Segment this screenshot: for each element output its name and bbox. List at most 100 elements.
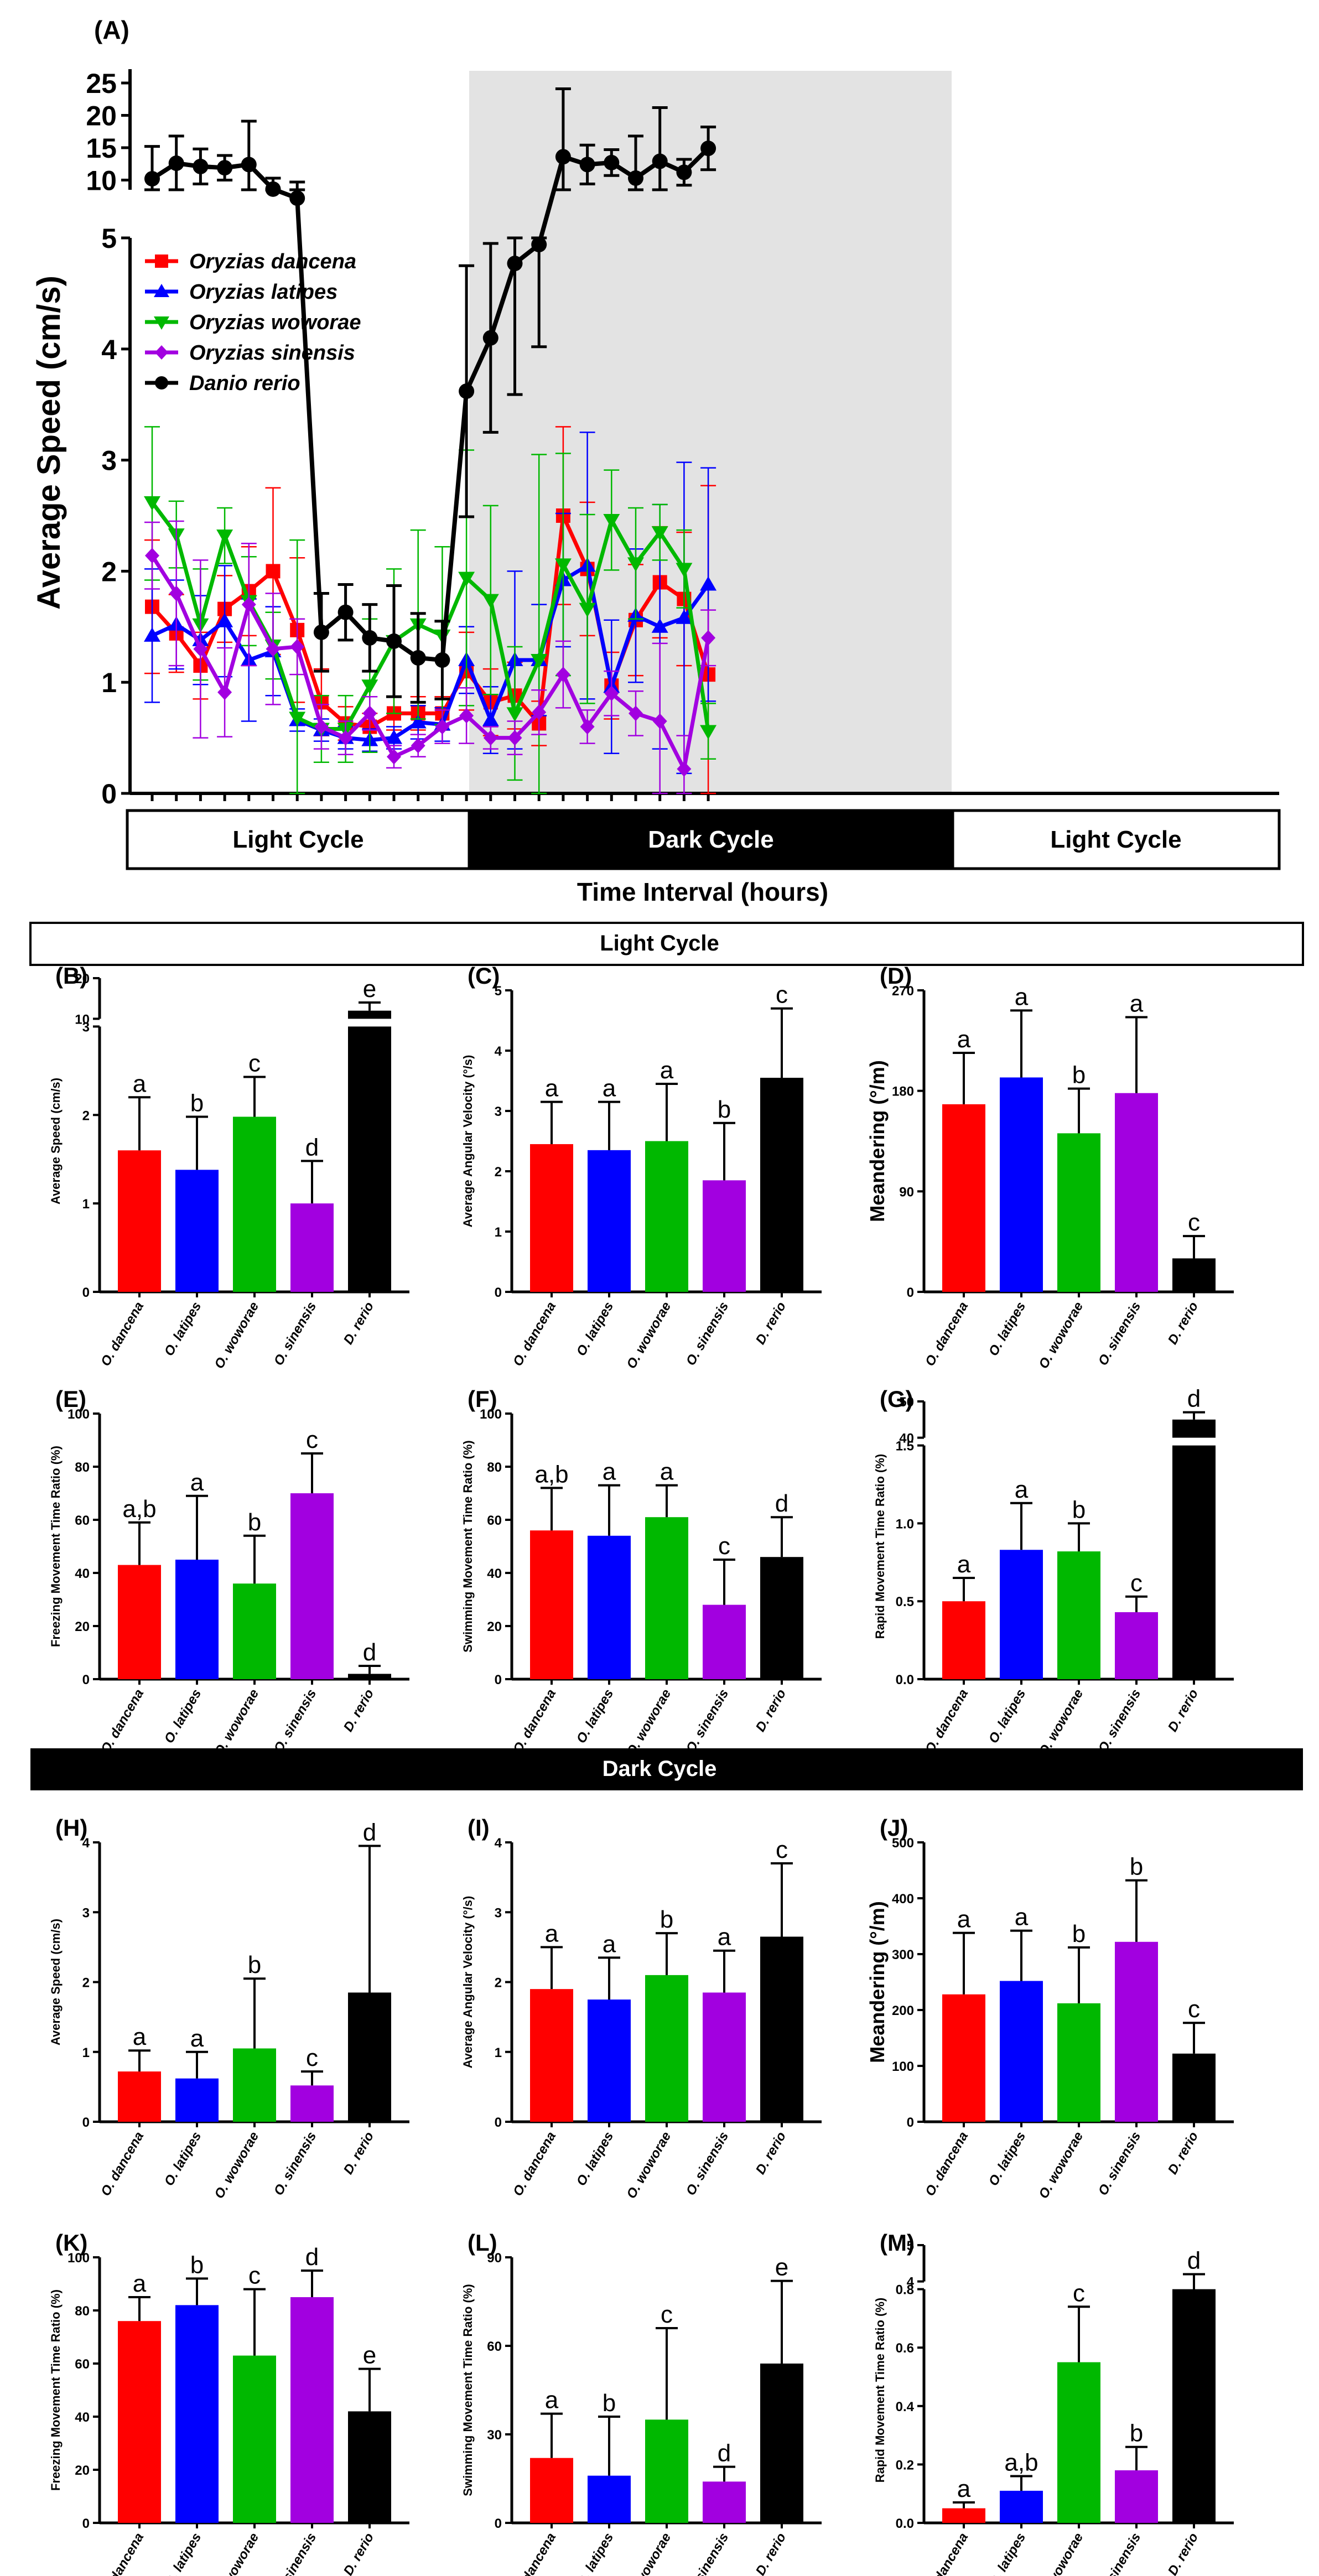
y-tick-label: 30 [487, 2428, 502, 2443]
bar-panel-f: (F) 0 20 40 60 80 100 Swimming Movement Time Ra… [461, 1386, 822, 1759]
y-tick-label: 0 [82, 1673, 90, 1687]
x-tick-label: O. sinensis [683, 1687, 731, 1756]
bar [703, 2481, 746, 2523]
significance-letter: d [718, 2440, 731, 2467]
panel-label: (C) [468, 963, 500, 989]
bar [290, 2297, 334, 2523]
data-point [144, 627, 160, 642]
significance-letter: a [133, 2270, 147, 2297]
bar [942, 1104, 985, 1292]
x-tick-label: O. latipes [986, 2531, 1029, 2576]
data-point [193, 641, 208, 657]
y-tick-label: 15 [86, 133, 117, 164]
significance-letter: a,b [1004, 2449, 1038, 2476]
y-tick-label: 60 [75, 1513, 90, 1528]
x-tick-label: D. rerio [753, 2130, 789, 2177]
significance-letter: a [603, 1458, 616, 1486]
data-point [193, 158, 209, 174]
x-tick-label: O. sinensis [683, 2130, 731, 2198]
bar-panel-m: (M) 0.0 0.2 0.4 0.6 0.84 5 Rapid Movement Time … [873, 2230, 1234, 2576]
y-tick-label: 0.0 [896, 1673, 914, 1687]
data-point [579, 157, 595, 173]
bar [1172, 1445, 1216, 1679]
bar [588, 1150, 631, 1292]
data-point [676, 563, 693, 578]
data-point [434, 652, 450, 668]
y-tick-label: 60 [487, 1513, 502, 1528]
significance-letter: b [660, 1906, 673, 1933]
y-tick-label: 0 [907, 2115, 914, 2130]
data-point [579, 603, 596, 617]
x-tick-label: D. rerio [341, 2531, 377, 2576]
x-tick-label: O. woworae [624, 2531, 674, 2576]
bar [1172, 2053, 1216, 2122]
x-tick-label: O. woworae [211, 1687, 262, 1759]
y-tick-label: 4 [82, 1836, 90, 1851]
data-point [628, 170, 643, 186]
y-tick-label: 4 [495, 1044, 502, 1059]
x-tick-label: O. sinensis [1095, 2531, 1144, 2576]
panel-label: (F) [468, 1386, 497, 1412]
bar [1115, 1093, 1158, 1292]
significance-letter: b [1130, 2420, 1143, 2447]
bar [942, 1601, 985, 1679]
bar-panel-i: (I) 0 1 2 3 4 Average Angular Velocity (°/s) a O… [461, 1815, 822, 2201]
y-tick-label: 3 [495, 1104, 502, 1119]
data-point [386, 729, 402, 744]
y-tick-label: 5 [907, 2239, 914, 2253]
y-tick-label: 0.8 [896, 2283, 914, 2298]
x-tick-label: O. dancena [510, 2531, 559, 2576]
y-tick-label: 1.0 [896, 1516, 914, 1531]
y-tick-label: 0 [82, 2115, 90, 2130]
data-point [314, 719, 329, 735]
significance-letter: c [306, 1426, 318, 1453]
bar [290, 1493, 334, 1679]
y-tick-label: 100 [480, 1407, 502, 1422]
significance-letter: c [1130, 1570, 1143, 1597]
x-tick-label: O. latipes [162, 2531, 204, 2576]
data-point [459, 383, 475, 399]
bar [645, 1141, 688, 1292]
significance-letter: b [190, 1089, 204, 1116]
significance-letter: e [775, 2254, 788, 2281]
x-tick-label: D. rerio [1165, 2531, 1201, 2576]
x-tick-label: O. woworae [624, 1687, 674, 1759]
significance-letter: a,b [534, 1461, 568, 1488]
dark-section-header: Dark Cycle [30, 1748, 1303, 1790]
significance-letter: a [190, 2025, 204, 2052]
bar [118, 2321, 161, 2523]
y-axis-label: Average Speed (cm/s) [49, 1078, 63, 1204]
y-tick-label: 5 [101, 223, 117, 254]
bar [118, 2071, 161, 2122]
significance-letter: a [660, 1458, 674, 1486]
bar [175, 2078, 219, 2122]
y-tick-label: 2 [82, 1976, 90, 1991]
data-point [507, 256, 523, 272]
panel-label: (K) [55, 2230, 87, 2256]
y-tick-label: 3 [82, 1905, 90, 1920]
significance-letter: b [1072, 1062, 1086, 1089]
y-tick-label: 80 [487, 1460, 502, 1475]
x-tick-label: O. woworae [1036, 1300, 1086, 1372]
bar [1000, 1981, 1043, 2122]
y-tick-label: 300 [892, 1947, 914, 1962]
series-danio-rerio [144, 87, 716, 704]
y-tick-label: 20 [75, 972, 90, 986]
y-tick-label: 100 [67, 2251, 90, 2266]
legend-marker [154, 316, 169, 330]
data-point [555, 667, 570, 683]
series-line [150, 501, 710, 732]
bar [645, 1975, 688, 2122]
series-oryzias-sinensis [144, 520, 716, 794]
y-tick-label: 40 [899, 1431, 914, 1446]
data-point [651, 618, 668, 633]
bar [1115, 1612, 1158, 1679]
bar [530, 2458, 573, 2523]
panel-label: (B) [55, 963, 87, 989]
significance-letter: b [603, 2390, 616, 2417]
bar [703, 1604, 746, 1679]
data-point [266, 641, 281, 657]
y-tick-label: 3 [82, 1020, 90, 1035]
panel-label: (H) [55, 1815, 87, 1841]
y-axis-label: Swimming Movement Time Ratio (%) [461, 1440, 475, 1652]
